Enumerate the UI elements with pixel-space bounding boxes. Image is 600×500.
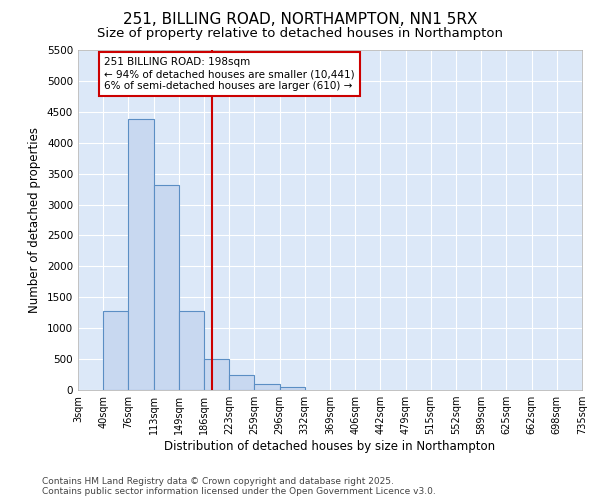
Y-axis label: Number of detached properties: Number of detached properties <box>28 127 41 313</box>
Bar <box>204 359 229 390</box>
Text: Size of property relative to detached houses in Northampton: Size of property relative to detached ho… <box>97 28 503 40</box>
X-axis label: Distribution of detached houses by size in Northampton: Distribution of detached houses by size … <box>164 440 496 453</box>
Bar <box>179 311 204 390</box>
Bar <box>229 375 254 390</box>
Bar <box>128 119 154 390</box>
Bar <box>254 384 280 390</box>
Text: Contains HM Land Registry data © Crown copyright and database right 2025.
Contai: Contains HM Land Registry data © Crown c… <box>42 476 436 496</box>
Text: 251, BILLING ROAD, NORTHAMPTON, NN1 5RX: 251, BILLING ROAD, NORTHAMPTON, NN1 5RX <box>123 12 477 28</box>
Text: 251 BILLING ROAD: 198sqm
← 94% of detached houses are smaller (10,441)
6% of sem: 251 BILLING ROAD: 198sqm ← 94% of detach… <box>104 58 355 90</box>
Bar <box>103 312 128 390</box>
Bar <box>154 185 179 390</box>
Bar <box>280 387 305 390</box>
